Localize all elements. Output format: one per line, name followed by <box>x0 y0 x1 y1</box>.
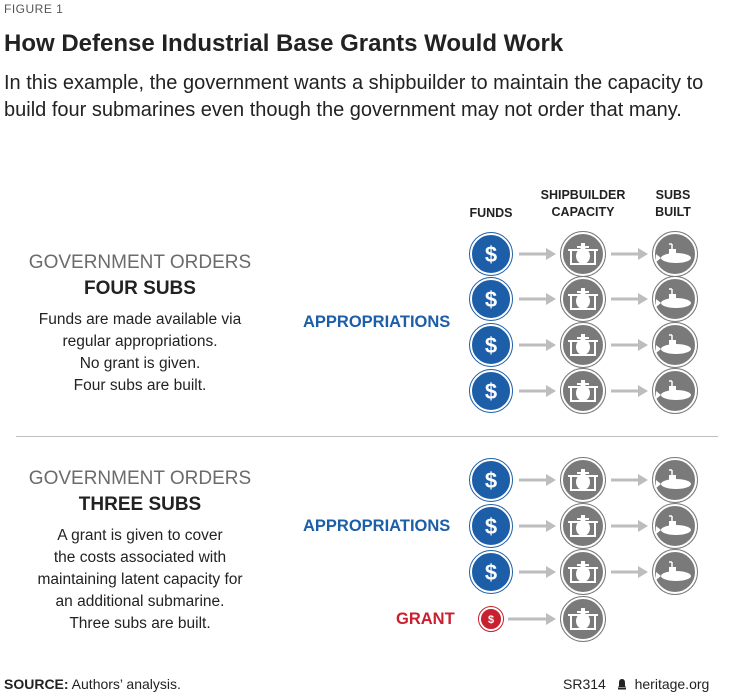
column-header-capacity: SHIPBUILDER CAPACITY <box>530 187 636 221</box>
figure-label: FIGURE 1 <box>4 2 64 16</box>
shipyard-icon <box>560 368 606 414</box>
site-name: heritage.org <box>634 676 710 692</box>
column-header-capacity-line2: CAPACITY <box>551 205 615 219</box>
dollar-sign: $ <box>488 614 494 626</box>
flow-arrow <box>611 385 648 397</box>
section1-title-bold: FOUR SUBS <box>84 278 196 299</box>
dollar-icon: $ <box>469 232 513 276</box>
column-header-subs: SUBS BUILT <box>638 187 708 221</box>
flow-arrow <box>519 385 556 397</box>
submarine-icon <box>652 549 698 595</box>
source-text: Authors’ analysis. <box>68 676 181 692</box>
flow-arrow <box>519 566 556 578</box>
column-header-subs-line2: BUILT <box>655 205 691 219</box>
dollar-icon: $ <box>478 606 504 632</box>
column-header-funds: FUNDS <box>469 206 513 220</box>
section2-desc-line: A grant is given to cover <box>57 527 223 544</box>
dollar-icon: $ <box>469 550 513 594</box>
submarine-icon <box>652 276 698 322</box>
flow-arrow <box>611 566 648 578</box>
figure-title: How Defense Industrial Base Grants Would… <box>4 30 564 57</box>
section2-appropriations-label: APPROPRIATIONS <box>303 517 451 535</box>
dollar-sign: $ <box>485 379 497 404</box>
flow-arrow <box>611 474 648 486</box>
flow-arrow <box>519 474 556 486</box>
submarine-icon <box>652 322 698 368</box>
section1-desc-line: Funds are made available via <box>38 311 242 328</box>
section2-grant-label: GRANT <box>396 610 455 628</box>
credit-line: SR314 heritage.org <box>563 676 709 692</box>
dollar-icon: $ <box>469 323 513 367</box>
section1-appropriations-label: APPROPRIATIONS <box>303 313 451 331</box>
section2-title-light: GOVERNMENT ORDERS <box>28 468 252 489</box>
flow-arrow <box>611 248 648 260</box>
shipyard-icon <box>560 231 606 277</box>
column-header-capacity-line1: SHIPBUILDER <box>540 188 626 202</box>
section1-description: Funds are made available via regular app… <box>10 309 270 397</box>
report-id: SR314 <box>563 676 606 692</box>
shipyard-icon <box>560 596 606 642</box>
section2-title-bold: THREE SUBS <box>78 494 202 515</box>
flow-arrow <box>611 520 648 532</box>
flow-arrow <box>519 520 556 532</box>
flow-arrow <box>508 613 556 625</box>
section2-description: A grant is given to cover the costs asso… <box>10 525 270 635</box>
submarine-icon <box>652 231 698 277</box>
section1-desc-line: regular appropriations. <box>62 333 218 350</box>
dollar-sign: $ <box>485 287 497 312</box>
flow-arrow <box>611 339 648 351</box>
flow-arrow <box>519 339 556 351</box>
dollar-icon: $ <box>469 504 513 548</box>
submarine-icon <box>652 503 698 549</box>
dollar-sign: $ <box>485 514 497 539</box>
figure-subtitle: In this example, the government wants a … <box>4 72 704 121</box>
section2-desc-line: Three subs are built. <box>69 615 211 632</box>
submarine-icon <box>652 457 698 503</box>
shipyard-icon <box>560 457 606 503</box>
section-divider <box>16 436 718 437</box>
dollar-icon: $ <box>469 458 513 502</box>
section1-desc-line: No grant is given. <box>79 355 201 372</box>
bell-icon <box>617 679 627 690</box>
shipyard-icon <box>560 322 606 368</box>
flow-arrow <box>611 293 648 305</box>
dollar-icon: $ <box>469 277 513 321</box>
section2-desc-line: an additional submarine. <box>55 593 225 610</box>
dollar-sign: $ <box>485 468 497 493</box>
dollar-sign: $ <box>485 333 497 358</box>
dollar-icon: $ <box>469 369 513 413</box>
flow-arrow <box>519 293 556 305</box>
submarine-icon <box>652 368 698 414</box>
shipyard-icon <box>560 549 606 595</box>
shipyard-icon <box>560 503 606 549</box>
column-header-subs-line1: SUBS <box>655 188 691 202</box>
source-label: SOURCE: <box>4 676 69 692</box>
section2-desc-line: the costs associated with <box>53 549 227 566</box>
source-note: SOURCE: Authors’ analysis. <box>4 676 181 692</box>
section1-title-light: GOVERNMENT ORDERS <box>28 252 252 273</box>
dollar-sign: $ <box>485 242 497 267</box>
section1-desc-line: Four subs are built. <box>73 377 207 394</box>
dollar-sign: $ <box>485 560 497 585</box>
shipyard-icon <box>560 276 606 322</box>
section2-desc-line: maintaining latent capacity for <box>37 571 243 588</box>
flow-arrow <box>519 248 556 260</box>
